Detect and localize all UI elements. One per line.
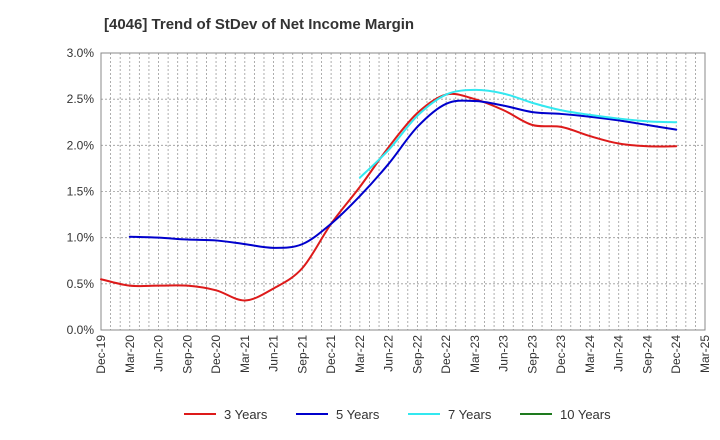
series-line-3-years xyxy=(100,92,678,302)
chart-title: [4046] Trend of StDev of Net Income Marg… xyxy=(104,16,415,33)
x-tick-label: Dec-20 xyxy=(209,335,223,374)
x-tick-label: Sep-22 xyxy=(410,335,424,374)
y-tick-label: 1.0% xyxy=(67,231,95,245)
x-tick-label: Dec-24 xyxy=(669,335,683,374)
series-line-5-years xyxy=(128,99,678,249)
x-tick-label: Jun-23 xyxy=(497,335,511,372)
x-tick-label: Jun-22 xyxy=(382,335,396,372)
x-tick-label: Dec-23 xyxy=(554,335,568,374)
x-tick-label: Jun-24 xyxy=(612,335,626,372)
x-tick-label: Sep-23 xyxy=(525,335,539,374)
x-tick-label: Mar-25 xyxy=(698,335,712,373)
legend-label-3-years: 3 Years xyxy=(224,407,268,422)
x-tick-label: Mar-22 xyxy=(353,335,367,373)
x-tick-label: Sep-24 xyxy=(640,335,654,374)
plot-border xyxy=(100,52,706,331)
x-tick-label: Dec-21 xyxy=(324,335,338,374)
series-line-7-years xyxy=(358,88,678,179)
x-tick-label: Sep-21 xyxy=(295,335,309,374)
x-axis: Dec-19 Mar-20 Jun-20 Sep-20 Dec-20 Mar-21 Jun-… xyxy=(94,335,712,374)
y-tick-label: 0.5% xyxy=(67,277,95,291)
legend-label-7-years: 7 Years xyxy=(448,407,492,422)
legend-label-5-years: 5 Years xyxy=(336,407,380,422)
y-tick-label: 2.0% xyxy=(67,138,95,152)
legend: 3 Years 5 Years 7 Years 10 Years xyxy=(184,407,611,422)
x-tick-label: Jun-21 xyxy=(267,335,281,372)
y-tick-label: 0.0% xyxy=(67,323,95,337)
y-tick-label: 3.0% xyxy=(67,46,95,60)
x-tick-label: Mar-24 xyxy=(583,335,597,373)
x-tick-label: Mar-20 xyxy=(123,335,137,373)
x-tick-label: Sep-20 xyxy=(180,335,194,374)
y-tick-label: 1.5% xyxy=(67,185,95,199)
legend-label-10-years: 10 Years xyxy=(560,407,611,422)
x-tick-label: Mar-21 xyxy=(238,335,252,373)
series-lines xyxy=(100,88,678,302)
x-tick-label: Dec-22 xyxy=(439,335,453,374)
y-axis: 0.0% 0.5% 1.0% 1.5% 2.0% 2.5% 3.0% xyxy=(67,46,95,337)
x-tick-label: Dec-19 xyxy=(94,335,108,374)
y-tick-label: 2.5% xyxy=(67,92,95,106)
x-tick-label: Jun-20 xyxy=(152,335,166,372)
x-tick-label: Mar-23 xyxy=(468,335,482,373)
